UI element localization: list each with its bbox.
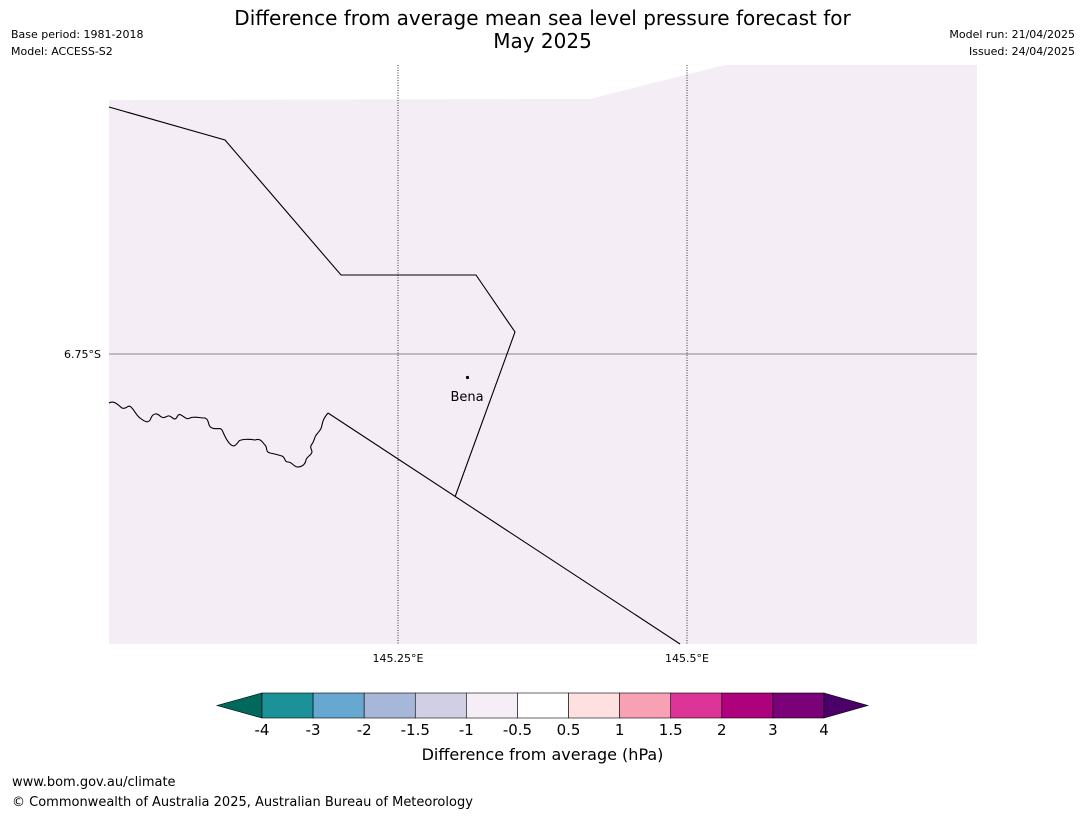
colorbar-segment <box>363 692 416 719</box>
colorbar-tick-label: -0.5 <box>503 721 532 739</box>
colorbar-tick-label: 1.5 <box>659 721 683 739</box>
colorbar-tick-label: 3 <box>768 721 778 739</box>
colorbar-segment <box>312 692 365 719</box>
colorbar: -4 -3 -2 -1.5 -1 -0.5 0.5 1 1.5 2 3 4 <box>215 692 870 739</box>
colorbar-title: Difference from average (hPa) <box>421 745 664 764</box>
colorbar-segment <box>261 692 314 719</box>
colorbar-segment <box>619 692 672 719</box>
issued-date: Issued: 24/04/2025 <box>968 45 1075 58</box>
map: Bena 145.25°E 145.5°E 6.75°S <box>64 65 977 665</box>
colorbar-tick-label: 4 <box>819 721 829 739</box>
colorbar-tick-label: -2 <box>357 721 372 739</box>
river-boundary <box>108 401 329 468</box>
colorbar-tick-label: 0.5 <box>557 721 581 739</box>
colorbar-tick-label: 2 <box>717 721 727 739</box>
footer-copyright: © Commonwealth of Australia 2025, Austra… <box>12 795 473 810</box>
colorbar-segment <box>517 692 569 719</box>
place-label: Bena <box>450 390 483 405</box>
chart-title: Difference from average mean sea level p… <box>200 7 885 53</box>
longitude-label: 145.25°E <box>373 652 424 665</box>
meta-right: Model run: 21/04/2025 Issued: 24/04/2025 <box>949 26 1075 60</box>
boundary-line <box>108 106 516 498</box>
colorbar-segment <box>721 692 774 719</box>
title-line-1: Difference from average mean sea level p… <box>234 6 851 30</box>
model-run: Model run: 21/04/2025 <box>949 28 1075 41</box>
colorbar-segment <box>772 692 825 719</box>
colorbar-segment <box>670 692 723 719</box>
title-line-2: May 2025 <box>493 29 592 53</box>
colorbar-segment <box>466 692 518 719</box>
place-marker <box>465 375 470 380</box>
model-name: Model: ACCESS-S2 <box>11 45 113 58</box>
footer-url[interactable]: www.bom.gov.au/climate <box>12 775 176 790</box>
meta-left: Base period: 1981-2018 Model: ACCESS-S2 <box>11 26 143 60</box>
colorbar-segment <box>414 692 467 719</box>
longitude-label: 145.5°E <box>665 652 709 665</box>
colorbar-segment <box>568 692 620 719</box>
colorbar-over-arrow <box>823 692 870 719</box>
latitude-label: 6.75°S <box>64 348 101 361</box>
colorbar-under-arrow <box>215 692 263 719</box>
colorbar-tick-label: -1.5 <box>401 721 430 739</box>
boundary-line <box>327 412 681 645</box>
colorbar-tick-label: -1 <box>459 721 474 739</box>
colorbar-tick-label: -4 <box>255 721 270 739</box>
colorbar-tick-label: 1 <box>615 721 625 739</box>
base-period: Base period: 1981-2018 <box>11 28 144 41</box>
colorbar-tick-label: -3 <box>306 721 321 739</box>
